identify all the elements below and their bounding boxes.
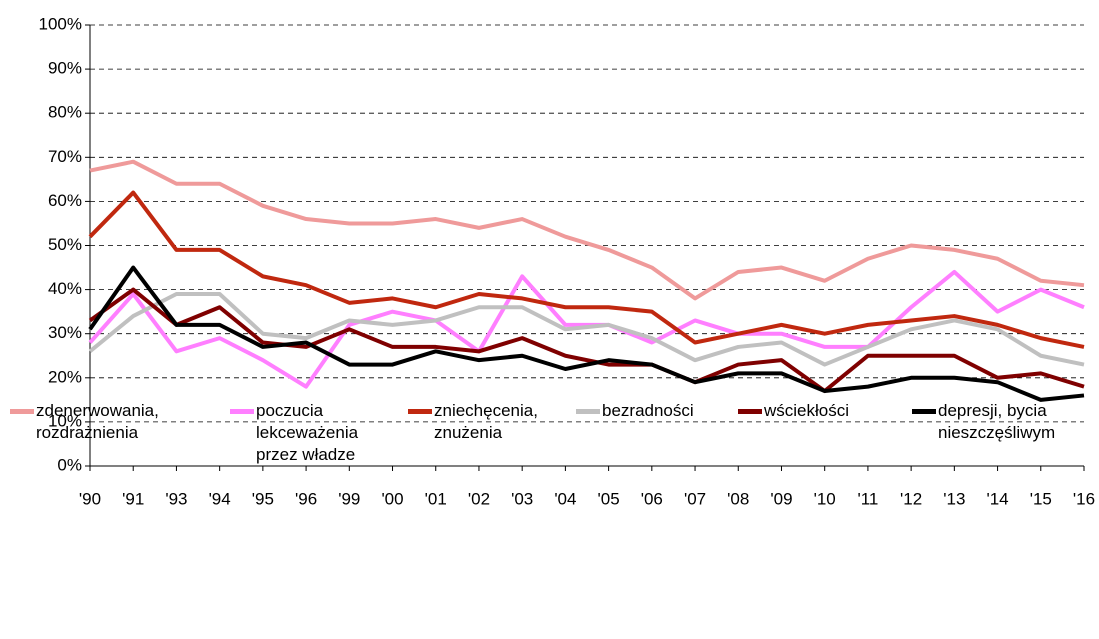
series-line: [88, 265, 1085, 402]
x-tick-label: '91: [122, 489, 144, 508]
x-tick-label: '96: [295, 489, 317, 508]
series-line: [88, 287, 1085, 394]
y-tick-label: 60%: [48, 191, 82, 210]
y-tick-label: 80%: [48, 103, 82, 122]
x-tick-label: '00: [381, 489, 403, 508]
x-tick-label: '03: [511, 489, 533, 508]
legend-swatch: [408, 409, 432, 414]
legend-swatch: [10, 409, 34, 414]
x-tick-label: '01: [425, 489, 447, 508]
legend-label: poczucia lekceważenia przez władze: [256, 401, 359, 464]
legend-swatch: [230, 409, 254, 414]
x-tick-label: '04: [554, 489, 576, 508]
x-tick-label: '16: [1073, 489, 1095, 508]
x-tick-label: '06: [641, 489, 663, 508]
x-tick-label: '10: [814, 489, 836, 508]
y-tick-label: 100%: [39, 14, 82, 33]
x-tick-label: '93: [165, 489, 187, 508]
x-tick-label: '95: [252, 489, 274, 508]
x-tick-label: '94: [209, 489, 231, 508]
x-tick-label: '09: [770, 489, 792, 508]
legend-swatch: [738, 409, 762, 414]
x-tick-label: '90: [79, 489, 101, 508]
y-tick-label: 30%: [48, 323, 82, 342]
legend-swatch: [576, 409, 600, 414]
x-tick-label: '02: [468, 489, 490, 508]
x-tick-label: '12: [900, 489, 922, 508]
x-tick-label: '99: [338, 489, 360, 508]
x-tick-label: '07: [684, 489, 706, 508]
legend-label: zniechęcenia, znużenia: [434, 401, 538, 442]
legend-item: zdenerwowania, rozdrażnienia: [10, 400, 201, 444]
legend-label: zdenerwowania, rozdrażnienia: [36, 401, 159, 442]
y-tick-label: 20%: [48, 367, 82, 386]
x-tick-label: '08: [727, 489, 749, 508]
legend-item: bezradności: [576, 400, 742, 422]
legend-label: bezradności: [602, 401, 694, 420]
x-tick-label: '15: [1030, 489, 1052, 508]
y-tick-label: 10%: [48, 411, 82, 430]
y-tick-label: 90%: [48, 59, 82, 78]
y-tick-label: 50%: [48, 235, 82, 254]
x-tick-label: '14: [986, 489, 1008, 508]
legend-item: wściekłości: [738, 400, 899, 422]
x-tick-label: '13: [943, 489, 965, 508]
series-line: [89, 159, 1085, 301]
y-tick-label: 40%: [48, 279, 82, 298]
y-tick-label: 70%: [48, 147, 82, 166]
legend-label: depresji, bycia nieszczęśliwym: [938, 401, 1056, 442]
x-tick-label: '11: [857, 489, 878, 508]
legend-item: zniechęcenia, znużenia: [408, 400, 552, 444]
y-tick-label: 0%: [57, 455, 82, 474]
legend-item: depresji, bycia nieszczęśliwym: [912, 400, 1099, 444]
series-line: [88, 190, 1085, 349]
series-line: [88, 269, 1085, 389]
legend-item: poczucia lekceważenia przez władze: [230, 400, 368, 466]
legend-swatch: [912, 409, 936, 414]
x-tick-label: '05: [598, 489, 620, 508]
series-line: [88, 292, 1085, 367]
legend-label: wściekłości: [764, 401, 850, 420]
